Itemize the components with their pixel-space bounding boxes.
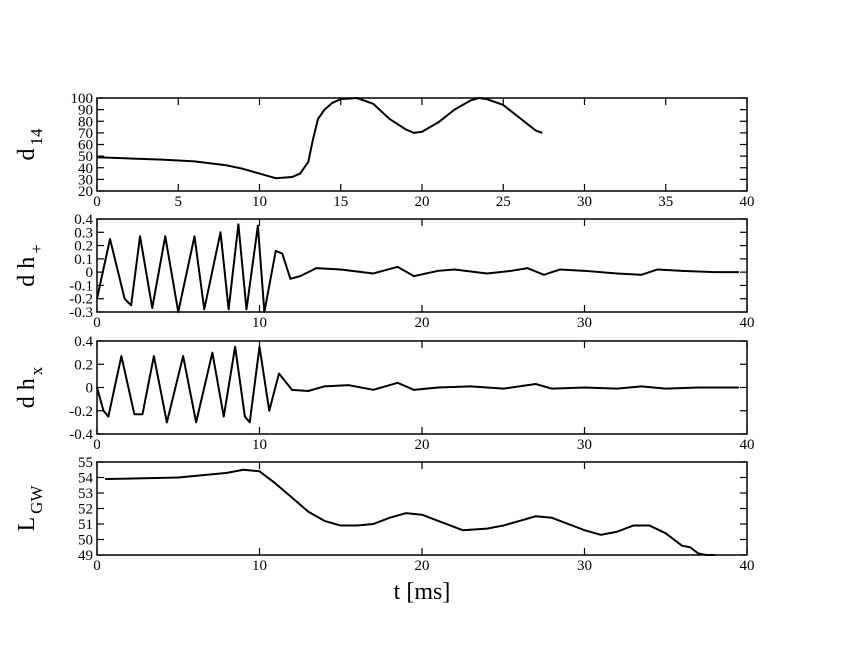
y-tick-label: 52 <box>78 502 93 518</box>
y-tick-label: 51 <box>78 517 93 533</box>
x-tick-label: 30 <box>577 437 592 453</box>
y-tick-label: 70 <box>78 126 93 142</box>
x-tick-label: 40 <box>740 437 755 453</box>
x-tick-label: 0 <box>93 437 101 453</box>
y-tick-label: -0.3 <box>69 305 93 321</box>
y-axis-label-sub: x <box>27 366 46 375</box>
x-tick-label: 20 <box>415 194 430 210</box>
y-tick-label: 40 <box>78 161 93 177</box>
y-tick-label: 60 <box>78 138 93 154</box>
x-tick-label: 0 <box>93 558 101 574</box>
x-tick-label: 10 <box>252 194 267 210</box>
data-line <box>105 468 715 556</box>
y-tick-label: 90 <box>78 103 93 119</box>
x-tick-label: 40 <box>740 194 755 210</box>
y-axis-label: d 14 <box>14 128 46 161</box>
y-tick-label: 20 <box>78 184 93 200</box>
x-tick-label: 0 <box>93 315 101 331</box>
x-tick-label: 10 <box>252 315 267 331</box>
y-axis-label-main: d <box>14 149 40 161</box>
x-tick-label: 30 <box>577 558 592 574</box>
plot-frame <box>96 97 748 192</box>
y-tick-label: -0.4 <box>69 427 93 443</box>
x-tick-label: 10 <box>252 558 267 574</box>
y-axis-label-sub: + <box>27 244 46 254</box>
data-line <box>96 97 543 180</box>
x-tick-label: 30 <box>577 315 592 331</box>
y-tick-label: 54 <box>78 471 94 487</box>
y-tick-label: 0.4 <box>74 334 93 350</box>
x-tick-label: 20 <box>415 558 430 574</box>
x-tick-label: 30 <box>577 194 592 210</box>
y-tick-label: 50 <box>78 149 93 165</box>
y-axis-label-sub: 14 <box>27 128 46 146</box>
y-tick-label: 53 <box>78 486 93 502</box>
y-tick-label: 0.4 <box>74 212 93 228</box>
y-tick-label: 0.3 <box>74 225 93 241</box>
y-axis-label-main: d h <box>14 257 40 287</box>
y-tick-label: 0.2 <box>74 239 93 255</box>
x-tick-label: 10 <box>252 437 267 453</box>
x-tick-label: 35 <box>658 194 673 210</box>
x-tick-label: 15 <box>333 194 348 210</box>
x-tick-label: 25 <box>496 194 511 210</box>
x-tick-label: 40 <box>740 558 755 574</box>
y-tick-label: 49 <box>78 548 93 564</box>
data-line <box>96 345 739 424</box>
y-tick-label: 100 <box>71 91 94 107</box>
y-axis-label: d h x <box>14 366 46 408</box>
y-axis-label-main: L <box>14 517 40 532</box>
x-tick-label: 0 <box>93 194 101 210</box>
y-tick-label: 55 <box>78 455 93 471</box>
y-tick-label: -0.2 <box>69 404 93 420</box>
x-tick-label: 20 <box>415 437 430 453</box>
x-tick-label: 40 <box>740 315 755 331</box>
y-axis-label-sub: GW <box>27 485 46 514</box>
x-tick-label: 5 <box>175 194 183 210</box>
y-tick-label: 50 <box>78 533 93 549</box>
y-tick-label: -0.1 <box>69 278 93 294</box>
y-axis-label: d h + <box>14 244 46 287</box>
y-axis-label-main: d h <box>14 378 40 408</box>
y-tick-label: 0 <box>86 381 94 397</box>
y-tick-label: 0 <box>86 265 94 281</box>
y-tick-label: 80 <box>78 114 93 130</box>
y-tick-label: 0.2 <box>74 357 93 373</box>
y-tick-label: 0.1 <box>74 252 93 268</box>
plot-frame <box>96 218 748 313</box>
data-line <box>96 223 739 313</box>
x-axis-label: t [ms] <box>394 579 451 605</box>
x-tick-label: 20 <box>415 315 430 331</box>
y-tick-label: -0.2 <box>69 292 93 308</box>
y-axis-label: L GW <box>14 485 46 532</box>
y-tick-label: 30 <box>78 172 93 188</box>
